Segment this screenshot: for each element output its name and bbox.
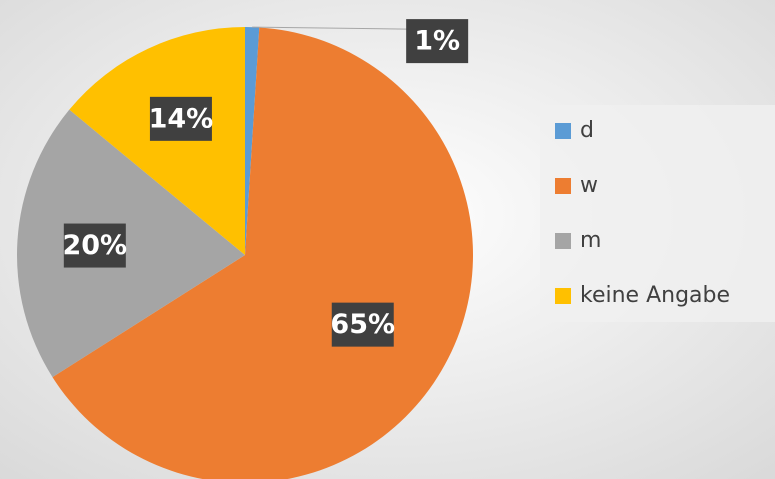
pie-slice [245, 27, 260, 255]
label-box [63, 223, 126, 268]
legend-swatch [555, 233, 571, 249]
leader-line [252, 26, 408, 30]
pie-slice [69, 27, 245, 255]
data-label: 14% [149, 103, 214, 134]
pie-slice [52, 27, 473, 479]
legend-label: d [580, 118, 594, 143]
data-label: 65% [330, 309, 395, 340]
pie-slice [17, 109, 246, 378]
label-box [149, 96, 212, 141]
data-label: 1% [414, 26, 460, 57]
legend-swatch [555, 288, 571, 304]
legend-label: w [580, 173, 598, 198]
legend-label: keine Angabe [580, 283, 730, 308]
legend-swatch [555, 123, 571, 139]
label-box [331, 302, 394, 347]
label-box [406, 19, 469, 64]
legend-box [540, 105, 775, 322]
data-label: 20% [62, 230, 127, 261]
legend-label: m [580, 228, 601, 253]
legend-swatch [555, 178, 571, 194]
